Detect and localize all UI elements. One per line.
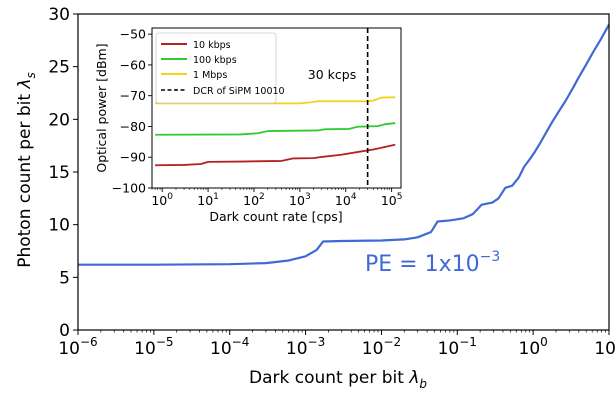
main-plot: 0 5 10 15 20 25 30 10−6 10−5 10−4 10−3 10−2 10−1 100… <box>15 5 616 391</box>
inset-x-tick-label: 105 <box>381 192 403 208</box>
inset-series-line-2 <box>155 96 396 105</box>
inset-y-tick-label: −80 <box>120 119 146 134</box>
inset-x-axis-ticks: 100 101 102 103 104 105 <box>151 188 402 208</box>
main-x-tick-label: 10−3 <box>286 335 325 359</box>
inset-plot-frame <box>151 27 402 189</box>
main-x-axis-ticks: 10−6 10−5 10−4 10−3 10−2 10−1 100 101 <box>58 330 616 359</box>
main-x-tick-label: 101 <box>594 335 616 359</box>
main-x-tick-label: 10−4 <box>210 335 249 359</box>
legend-label-10kbps: 10 kbps <box>193 40 231 51</box>
inset-x-tick-label: 101 <box>197 192 219 208</box>
legend-label-dcr: DCR of SiPM 10010 <box>193 86 285 97</box>
inset-y-tick-label: −50 <box>120 27 146 42</box>
inset-series-layer <box>155 28 396 188</box>
main-y-axis-ticks: 0 5 10 15 20 25 30 <box>48 5 78 341</box>
inset-series-line-0 <box>155 143 396 167</box>
inset-x-tick-label: 102 <box>243 192 265 208</box>
inset-x-tick-label: 100 <box>151 192 173 208</box>
main-annotation: PE = 1x10−3 <box>365 249 500 277</box>
main-y-tick-label: 5 <box>59 268 70 288</box>
inset-legend: 10 kbps 100 kbps 1 Mbps DCR of SiPM 1001… <box>155 32 285 104</box>
main-y-tick-label: 30 <box>48 5 70 25</box>
legend-box <box>155 32 277 104</box>
main-y-tick-label: 20 <box>48 110 70 130</box>
inset-x-tick-label: 104 <box>335 192 357 208</box>
main-y-tick-label: 0 <box>59 321 70 341</box>
main-series-layer <box>78 23 610 266</box>
main-x-tick-label: 10−5 <box>134 335 173 359</box>
legend-label-100kbps: 100 kbps <box>193 55 237 66</box>
main-x-tick-label: 10−1 <box>438 335 477 359</box>
legend-label-1mbps: 1 Mbps <box>193 70 227 81</box>
main-x-tick-label: 10−6 <box>58 335 97 359</box>
main-y-tick-label: 25 <box>48 58 70 78</box>
inset-x-axis-label: Dark count rate [cps] <box>209 209 342 224</box>
main-y-tick-label: 15 <box>48 163 70 183</box>
inset-y-tick-label: −60 <box>120 57 146 72</box>
main-y-tick-label: 10 <box>48 216 70 236</box>
inset-x-tick-label: 103 <box>289 192 311 208</box>
main-x-tick-label: 10−2 <box>362 335 401 359</box>
inset-y-tick-label: −90 <box>120 150 146 165</box>
main-y-axis-label: Photon count per bit λs <box>15 72 38 268</box>
main-x-axis-label: Dark count per bit λb <box>249 368 427 391</box>
main-series-line-0 <box>78 23 610 266</box>
inset-y-tick-label: −70 <box>120 88 146 103</box>
inset-y-axis-ticks: −50 −60 −70 −80 −90 −100 <box>112 27 152 196</box>
inset-series-line-1 <box>155 122 396 136</box>
inset-y-tick-label: −100 <box>112 181 146 196</box>
inset-plot: −50 −60 −70 −80 −90 −100 100 101 102 103 104 105 D… <box>94 27 402 224</box>
inset-y-axis-label: Optical power [dBm] <box>94 43 109 172</box>
inset-annotation: 30 kcps <box>308 67 356 82</box>
main-x-tick-label: 100 <box>519 335 548 359</box>
